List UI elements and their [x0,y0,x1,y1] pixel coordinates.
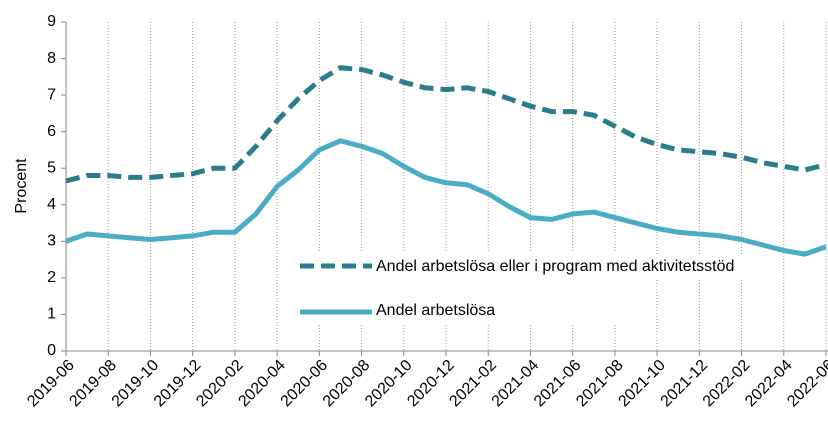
y-tick-label: 2 [47,269,56,286]
y-tick-label: 7 [47,86,56,103]
legend-label: Andel arbetslösa [376,300,576,322]
y-tick-label: 8 [47,50,56,67]
y-tick-label: 1 [47,306,56,323]
legend-label: Andel arbetslösa eller i program med akt… [376,256,756,278]
y-tick-label: 6 [47,123,56,140]
y-tick-label: 4 [47,196,56,213]
y-tick-label: 9 [47,13,56,30]
y-tick-label: 5 [47,159,56,176]
y-tick-label: 0 [47,342,56,359]
y-axis-label: Procent [13,158,30,214]
y-tick-label: 3 [47,233,56,250]
series-line [65,65,827,184]
series-line [65,138,827,257]
